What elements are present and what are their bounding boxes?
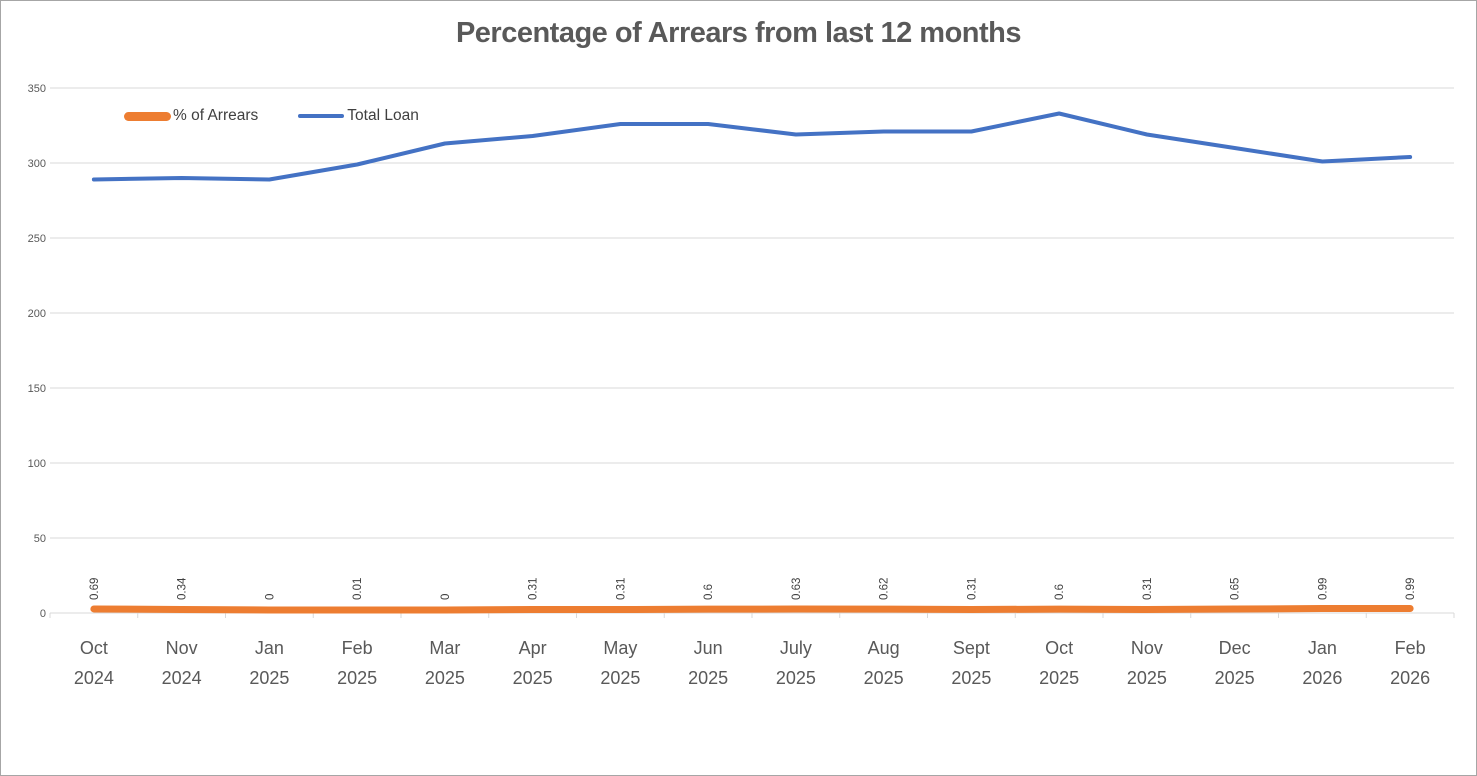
data-label-july-2025: 0.63 [791, 578, 803, 600]
legend-item-total-loan[interactable]: Total Loan [298, 107, 419, 125]
y-axis-tick-label-50: 50 [34, 533, 46, 545]
x-axis-label-feb-2026: Feb 2026 [1390, 638, 1430, 688]
data-label-nov-2025: 0.31 [1142, 578, 1154, 600]
y-axis-tick-label-150: 150 [28, 383, 46, 395]
x-axis-label-sept-2025: Sept 2025 [951, 638, 991, 688]
y-axis-tick-label-100: 100 [28, 458, 46, 470]
x-axis-label-oct-2024: Oct 2024 [74, 638, 114, 688]
data-label-mar-2025: 0 [440, 594, 452, 600]
x-axis-label-nov-2025: Nov 2025 [1127, 638, 1167, 688]
data-label-oct-2025: 0.6 [1054, 584, 1066, 600]
data-label-nov-2024: 0.34 [177, 577, 189, 600]
y-axis-tick-label-200: 200 [28, 308, 46, 320]
x-axis-label-mar-2025: Mar 2025 [425, 638, 465, 688]
x-axis-label-jan-2026: Jan 2026 [1302, 638, 1342, 688]
data-label-jun-2025: 0.6 [703, 584, 715, 600]
x-axis-label-apr-2025: Apr 2025 [513, 638, 553, 688]
data-label-aug-2025: 0.62 [879, 578, 891, 600]
data-label-jan-2026: 0.99 [1317, 578, 1329, 600]
series-line-of-arrears[interactable] [90, 605, 1414, 614]
data-label-apr-2025: 0.31 [528, 578, 540, 600]
pct-of-arrears-legend-swatch-icon [124, 111, 171, 121]
x-axis-label-oct-2025: Oct 2025 [1039, 638, 1079, 688]
chart-title: Percentage of Arrears from last 12 month… [455, 17, 1022, 49]
x-axis-label-aug-2025: Aug 2025 [864, 638, 904, 688]
x-axis-label-july-2025: July 2025 [776, 638, 816, 688]
x-axis-label-jan-2025: Jan 2025 [249, 638, 289, 688]
y-axis-tick-label-250: 250 [28, 233, 46, 245]
y-axis-tick-label-0: 0 [40, 608, 46, 620]
y-axis-tick-label-350: 350 [28, 83, 46, 95]
x-axis-label-jun-2025: Jun 2025 [688, 638, 728, 688]
x-axis-label-nov-2024: Nov 2024 [162, 638, 202, 688]
y-axis-tick-label-300: 300 [28, 158, 46, 170]
total-loan-legend-label: Total Loan [347, 107, 419, 124]
x-axis-label-dec-2025: Dec 2025 [1215, 638, 1255, 688]
legend: % of Arrears Total Loan [124, 107, 419, 125]
data-label-jan-2025: 0 [264, 594, 276, 600]
data-label-sept-2025: 0.31 [966, 578, 978, 600]
x-axis-label-feb-2025: Feb 2025 [337, 638, 377, 688]
series-line-total-loan[interactable] [91, 111, 1413, 182]
data-label-feb-2026: 0.99 [1405, 578, 1417, 600]
data-label-may-2025: 0.31 [615, 578, 627, 600]
data-label-feb-2025: 0.01 [352, 578, 364, 600]
pct-of-arrears-legend-label: % of Arrears [173, 107, 259, 124]
x-axis-label-may-2025: May 2025 [600, 638, 640, 688]
data-label-dec-2025: 0.65 [1230, 578, 1242, 600]
legend-item-pct-of-arrears[interactable]: % of Arrears [124, 107, 258, 125]
total-loan-legend-swatch-icon [298, 114, 345, 118]
data-label-oct-2024: 0.69 [89, 578, 101, 600]
